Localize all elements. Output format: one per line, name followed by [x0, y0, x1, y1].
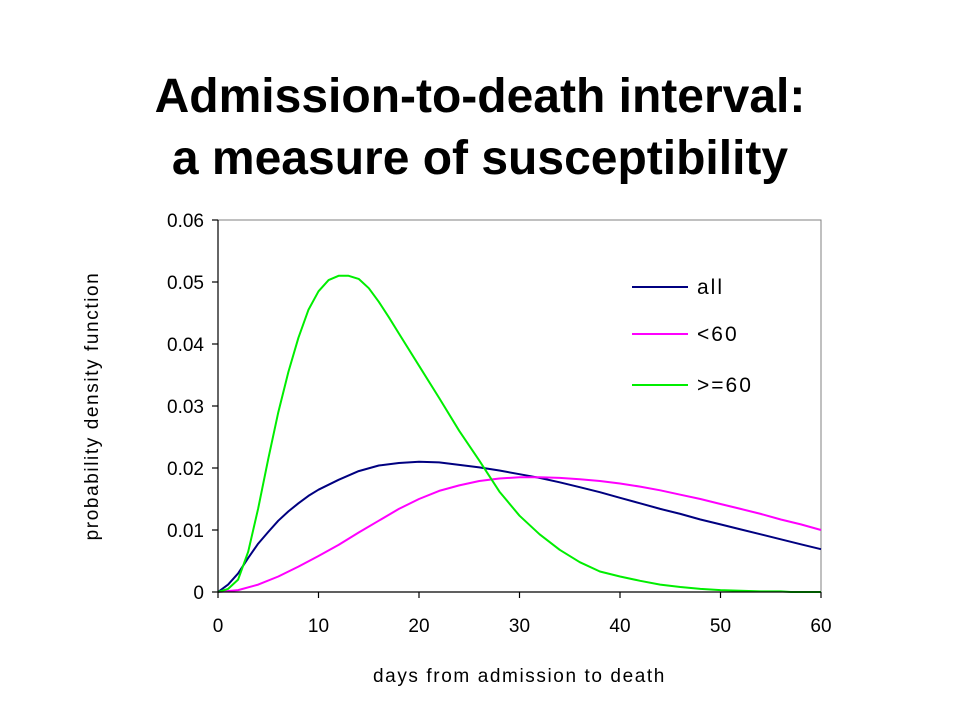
legend-label-0: all — [697, 276, 724, 299]
y-tick-label: 0 — [193, 583, 204, 604]
plot-area — [217, 219, 822, 593]
y-tick-label: 0.01 — [167, 521, 204, 542]
axes-layer: 0 0.01 0.02 0.03 0.04 0.05 0.06 0 10 20 30 40 50 60 — [167, 211, 832, 637]
series-layer — [217, 274, 822, 593]
slide-title-line-1: Admission-to-death interval: — [154, 70, 806, 123]
legend: all <60 >=60 — [632, 276, 753, 397]
x-tick-label: 60 — [810, 616, 831, 637]
y-tick-label: 0.04 — [167, 335, 204, 356]
x-tick-label: 20 — [408, 616, 429, 637]
y-tick-label: 0.05 — [167, 273, 204, 294]
series-line-2 — [217, 274, 821, 593]
x-tick-label: 30 — [509, 616, 530, 637]
slide-title-line-2: a measure of susceptibility — [171, 132, 789, 185]
slide-title: Admission-to-death interval: a measure o… — [0, 66, 960, 190]
x-tick-label: 0 — [213, 616, 224, 637]
y-axis-label: probability density function — [82, 272, 103, 541]
x-tick-label: 40 — [609, 616, 630, 637]
x-tick-label: 10 — [308, 616, 329, 637]
legend-label-1: <60 — [697, 323, 739, 346]
x-axis-label: days from admission to death — [373, 666, 666, 687]
y-tick-label: 0.02 — [167, 459, 204, 480]
y-tick-label: 0.06 — [167, 211, 204, 232]
x-tick-label: 50 — [710, 616, 731, 637]
series-line-0 — [217, 460, 822, 593]
y-tick-label: 0.03 — [167, 397, 204, 418]
series-line-1 — [217, 476, 822, 593]
legend-label-2: >=60 — [697, 374, 753, 397]
